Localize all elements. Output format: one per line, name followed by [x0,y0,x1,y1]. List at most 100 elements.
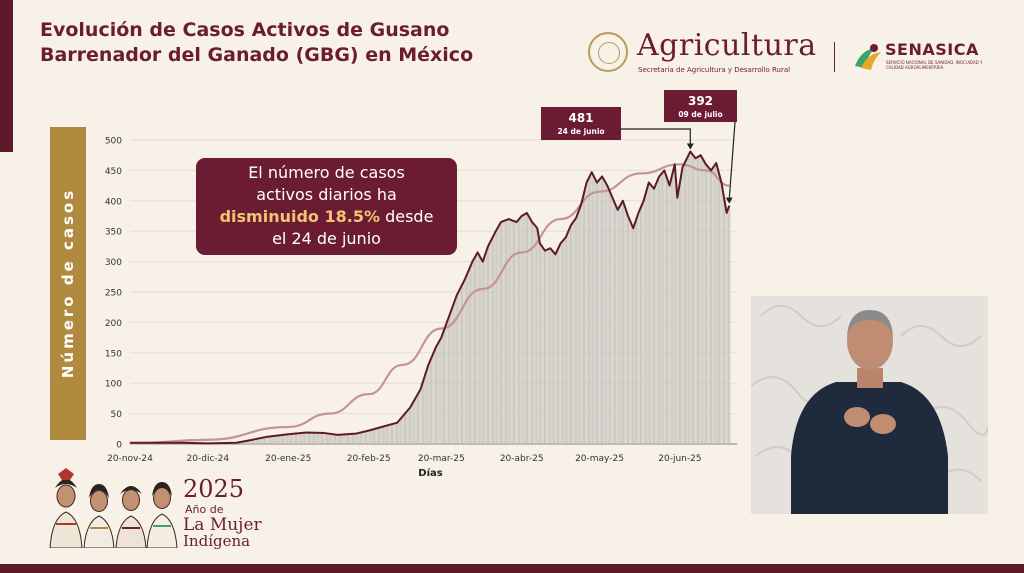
annotation-value: 392 [688,94,713,108]
data-bar [616,209,619,445]
brand-line-1: Año de [185,503,224,516]
data-bar [370,429,373,445]
data-bar [398,419,401,445]
data-bar [429,358,432,445]
data-bar [531,221,534,445]
data-bar [404,413,406,445]
data-bar [411,402,414,445]
data-bar [717,172,720,445]
data-bar [681,167,684,445]
data-bar [653,188,655,445]
bottom-accent-bar [0,564,1024,573]
data-bar [297,433,300,445]
data-bar [541,246,544,445]
data-bar [582,193,585,445]
data-bar [445,323,448,445]
data-bar [383,426,386,445]
annotation-arrowhead [686,143,694,150]
data-bar [570,224,572,445]
data-bar [357,432,360,445]
data-bar [621,200,624,445]
decrease-callout: El número de casos activos diarios ha di… [196,158,457,255]
callout-line-3-rest: desde [379,207,434,226]
data-bar [328,433,331,445]
data-bar [424,372,427,445]
data-bar [487,246,489,445]
header-logos: Agricultura Secretaría de Agricultura y … [583,28,1003,90]
data-bar [549,248,552,445]
data-bar [632,228,635,445]
data-bar [359,432,362,445]
data-bar [704,164,707,445]
data-bar [544,250,546,445]
data-bar [479,256,482,445]
data-bar [588,177,591,445]
y-tick-label: 300 [105,258,122,268]
annotation-arrow [728,121,736,200]
data-bar [640,206,642,445]
data-bar [645,191,648,445]
data-bar [344,434,347,445]
data-bar [271,435,274,445]
data-bar [525,212,528,445]
data-bar [333,434,336,445]
annotation-arrowhead [725,197,733,204]
data-bar [720,182,723,445]
indigenous-women-illustration [49,468,178,548]
data-bar [401,416,404,445]
data-bar [647,182,650,445]
data-bar [520,215,523,445]
data-bar [551,251,554,445]
data-bar [712,166,715,445]
data-bar [562,240,565,445]
data-bar [378,427,380,445]
data-bar [492,236,495,445]
data-bar [274,435,277,445]
data-bar [666,177,668,445]
data-bar [321,432,323,445]
data-bar [515,221,518,445]
data-bar [385,425,388,445]
x-axis-label: Días [418,467,442,479]
y-tick-label: 150 [105,349,122,359]
data-bar [505,219,508,445]
trend-line [129,163,730,445]
data-bar [349,433,352,445]
data-bar [575,217,578,445]
data-bar [388,424,391,445]
data-bar [663,170,666,445]
annotation-value: 481 [568,111,593,125]
data-bar [619,205,622,445]
data-bar [440,337,443,445]
sign-language-interpreter [751,296,988,514]
data-bar [346,434,349,445]
data-bar [279,435,282,445]
data-bar [710,170,713,445]
data-bar [538,243,541,445]
data-bar [624,208,627,445]
callout-highlight: disminuido 18.5% [219,207,380,226]
data-bar [396,422,399,445]
x-tick-label: 20-may-25 [575,454,624,464]
data-bar [728,205,731,445]
x-tick-label: 20-ene-25 [265,454,311,464]
data-bar [611,197,614,445]
data-bar [533,224,536,445]
data-bar [497,226,500,445]
data-bar [723,197,725,445]
data-bar [476,252,479,445]
data-bar [634,220,637,445]
data-bar [313,432,316,445]
data-bar [697,156,700,445]
data-bar [684,161,687,445]
x-tick-label: 20-abr-25 [500,454,544,464]
data-bar [393,423,396,445]
annotation-date: 24 de junio [557,127,604,136]
data-bar [318,432,321,445]
data-bar [523,214,526,445]
data-bar [427,364,430,445]
data-bar [339,434,342,445]
data-bar [629,221,632,445]
data-bar [416,393,419,445]
data-bar [590,172,593,445]
